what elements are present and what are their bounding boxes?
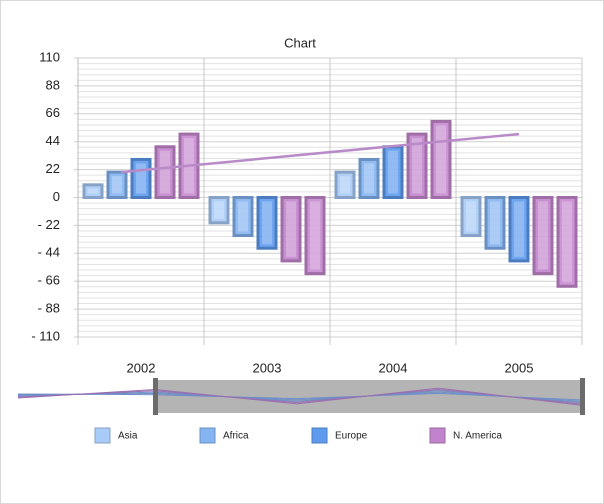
bar-highlight <box>412 138 422 194</box>
legend-label: Europe <box>335 431 368 442</box>
bar-highlight <box>160 150 170 194</box>
bar <box>508 196 530 263</box>
y-tick-label: - 22 <box>38 217 60 232</box>
legend-label: Asia <box>118 431 138 442</box>
bar <box>304 196 326 276</box>
bar <box>106 170 128 200</box>
bar <box>358 157 380 199</box>
y-tick-label: 88 <box>46 77 60 92</box>
bar-highlight <box>538 201 548 270</box>
navigator-line <box>17 387 581 406</box>
y-tick-label: - 66 <box>38 273 60 288</box>
y-tick-label: - 110 <box>31 328 60 343</box>
bar-highlight <box>286 201 296 257</box>
bar <box>280 196 302 263</box>
y-tick-label: 44 <box>46 133 60 148</box>
bar <box>82 183 104 199</box>
bar <box>334 170 356 200</box>
x-tick-label: 2005 <box>505 360 534 375</box>
bar-highlight <box>436 125 446 194</box>
bar-highlight <box>388 150 398 194</box>
legend-swatch <box>94 427 111 444</box>
y-tick-label: 66 <box>46 105 60 120</box>
x-tick-label: 2004 <box>379 360 408 375</box>
bar <box>484 196 506 250</box>
trend-line <box>120 132 520 174</box>
bar-highlight <box>88 188 98 194</box>
bar-highlight <box>466 201 476 232</box>
bar-highlight <box>310 201 320 270</box>
x-tick-label: 2003 <box>253 360 282 375</box>
y-tick-label: 0 <box>53 189 60 204</box>
y-tick-label: - 44 <box>38 245 60 260</box>
y-tick-label: - 88 <box>38 301 60 316</box>
navigator-handle[interactable] <box>153 378 158 415</box>
bar <box>208 196 230 225</box>
bar-highlight <box>262 201 272 245</box>
bar-highlight <box>340 176 350 194</box>
bar <box>460 196 482 238</box>
bar-highlight <box>136 163 146 194</box>
legend-swatch <box>311 427 328 444</box>
bar-highlight <box>214 201 224 219</box>
y-tick-label: 22 <box>46 161 60 176</box>
x-tick-label: 2002 <box>127 360 156 375</box>
bar-highlight <box>514 201 524 257</box>
bar <box>556 196 578 288</box>
bar-highlight <box>364 163 374 194</box>
legend-swatch <box>429 427 446 444</box>
navigator-handle[interactable] <box>580 378 585 415</box>
bar-highlight <box>112 176 122 194</box>
bar-highlight <box>562 201 572 283</box>
chart-title: Chart <box>284 35 316 50</box>
bar-highlight <box>490 201 500 245</box>
bar-highlight <box>238 201 248 232</box>
bar <box>256 196 278 250</box>
bar <box>406 132 428 200</box>
legend-label: N. America <box>453 431 502 442</box>
legend-swatch <box>199 427 216 444</box>
bar <box>532 196 554 276</box>
bar <box>154 145 176 199</box>
legend-label: Africa <box>223 431 249 442</box>
y-tick-label: 110 <box>39 49 60 64</box>
bar <box>232 196 254 238</box>
